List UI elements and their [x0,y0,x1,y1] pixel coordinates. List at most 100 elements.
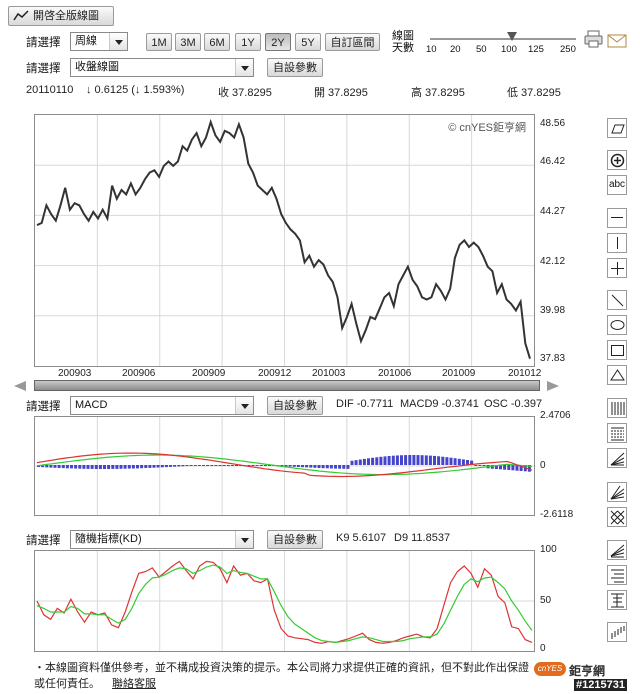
macd-histogram-bar [57,465,61,468]
chart-scrollbar[interactable] [14,380,560,392]
macd-histogram-bar [301,465,304,468]
ma-days-slider[interactable]: 10 20 50 100 125 250 [426,32,578,56]
macd-histogram-bar [65,465,69,469]
ellipse-icon [610,319,625,334]
candle-tool-button[interactable] [607,622,627,642]
macd-dif-line [36,452,533,478]
macd-histogram-bar [259,465,263,466]
speed-lines-tool-button[interactable] [607,540,627,560]
range-1m-button[interactable]: 1M [146,33,172,51]
macd-histogram-bar [313,465,317,468]
price-chart[interactable]: © cnYES鉅亨網 [34,114,535,367]
contact-support-link[interactable]: 聯絡客服 [112,678,156,690]
kd-custom-params-button[interactable]: 自設參數 [267,530,323,549]
price-y-tick: 44.27 [540,206,566,217]
range-3m-button[interactable]: 3M [175,33,201,51]
macd-histogram-bar [185,465,189,467]
macd-histogram-bar [395,455,399,466]
range-5y-button[interactable]: 5Y [295,33,321,51]
price-x-tick: 200903 [58,368,92,379]
chart-id-badge: #1215731 [574,679,627,691]
macd-custom-params-button[interactable]: 自設參數 [267,396,323,415]
text-tool-button[interactable]: abc [607,175,627,195]
fibonacci-fan-tool-button[interactable] [607,482,627,502]
crosshair-tool-button[interactable] [607,258,627,278]
macd-histogram-bar [400,455,403,466]
macd-histogram-bar [474,465,478,466]
levels-tool-button[interactable] [607,565,627,585]
macd-histogram-bar [123,465,127,469]
macd-histogram-bar [503,465,507,470]
macd-histogram-bar [329,465,333,469]
zoom-tool-button[interactable] [607,150,627,170]
scroll-left-icon[interactable] [14,381,26,391]
open-full-chart-button[interactable]: 開啓全版線圖 [8,6,114,26]
price-x-tick: 201006 [378,368,412,379]
horizontal-grid-tool-button[interactable] [607,423,627,443]
logo-text: 鉅亨網 [569,664,606,678]
price-y-tick: 48.56 [540,118,566,129]
price-x-tick: 200906 [122,368,156,379]
macd-histogram-bar [103,465,106,469]
vertical-grid-tool-button[interactable] [607,398,627,418]
horizontal-line-tool-button[interactable] [607,208,627,228]
macd-histogram-bar [350,460,354,466]
print-icon[interactable] [584,30,604,51]
macd-histogram-bar [70,465,73,469]
macd-histogram-bar [379,456,383,466]
macd-histogram-bar [433,455,436,466]
macd-histogram-bar [247,465,251,466]
price-y-tick: 39.98 [540,305,566,316]
macd-indicator-select[interactable]: MACD [70,396,254,415]
eraser-tool-button[interactable] [607,118,627,138]
scroll-thumb[interactable] [34,380,540,391]
macd-histogram-bar [160,465,164,468]
macd-histogram-bar [288,465,292,467]
vertical-line-tool-button[interactable] [607,233,627,253]
custom-range-button[interactable]: 自訂區間 [325,33,380,51]
kd-chart[interactable] [34,550,535,652]
disclaimer-line-2: 或任何責任。 [34,678,100,690]
macd-histogram-bar [507,465,511,470]
ellipse-tool-button[interactable] [607,315,627,335]
macd-histogram-bar [466,459,469,465]
macd-histogram-bar [214,465,218,466]
slider-tick: 20 [450,44,461,55]
macd-histogram-bar [82,465,86,469]
macd-histogram-bar [189,465,193,466]
fan-lines-tool-button[interactable] [607,448,627,468]
grid-pattern-tool-button[interactable] [607,507,627,527]
macd-dif: DIF -0.7711 [336,398,394,410]
range-1y-button[interactable]: 1Y [235,33,261,51]
range-6m-button[interactable]: 6M [204,33,230,51]
trend-line-tool-button[interactable] [607,290,627,310]
rectangle-tool-button[interactable] [607,340,627,360]
macd-histogram-bar [222,465,226,466]
custom-params-button[interactable]: 自設參數 [267,58,323,77]
cnyes-logo: cnYES [534,662,566,676]
macd-y-tick: 2.4706 [540,410,571,421]
macd-histogram-bar [499,465,502,470]
macd-histogram-bar [309,465,313,468]
macd-histogram-bar [251,465,255,466]
slider-handle[interactable] [507,32,517,41]
macd-chart[interactable] [34,416,535,516]
macd-histogram-bar [362,458,366,466]
mail-icon[interactable] [607,34,627,51]
scroll-right-icon[interactable] [547,381,559,391]
macd-histogram-bar [404,455,408,465]
macd-histogram-bar [230,465,234,466]
kd-indicator-select[interactable]: 隨機指標(KD) [70,530,254,549]
range-2y-button[interactable]: 2Y [265,33,291,51]
triangle-tool-button[interactable] [607,365,627,385]
macd-histogram-bar [206,465,210,466]
chart-type-select[interactable]: 收盤線圖 [70,58,254,77]
macd-y-tick: 0 [540,460,546,471]
price-y-tick: 37.83 [540,353,566,364]
fibonacci-levels-tool-button[interactable] [607,590,627,610]
diagonal-line-icon [610,293,625,311]
macd-histogram-bar [218,465,222,466]
macd-histogram-bar [428,455,432,466]
period-select[interactable]: 周線 [70,32,128,51]
macd-histogram-bar [437,456,441,465]
